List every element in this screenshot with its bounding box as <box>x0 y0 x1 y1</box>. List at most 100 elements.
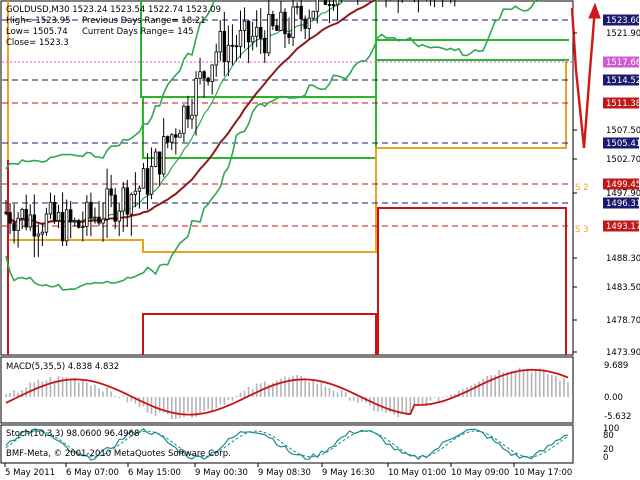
candle-body-41 <box>170 134 174 143</box>
candle-body-77 <box>315 0 320 12</box>
candle-body-81 <box>331 4 336 6</box>
candle-body-3 <box>16 217 20 232</box>
candle-body-20 <box>85 201 89 227</box>
candle-body-52 <box>214 51 218 66</box>
candle-body-23 <box>97 216 101 224</box>
candle-body-32 <box>133 190 138 195</box>
candle-body-37 <box>153 151 158 167</box>
candle-body-8 <box>36 233 41 237</box>
header-curr-range: Current Days Range= 145 <box>82 27 194 37</box>
candle-body-39 <box>161 136 166 175</box>
range-boxes <box>7 1 569 355</box>
range-box-3 <box>7 1 567 253</box>
price-tick-label-3: 1497.90 <box>606 189 640 199</box>
header-high: High= 1523.95 <box>6 16 71 26</box>
bollinger-lower <box>5 0 541 291</box>
candle-body-73 <box>299 5 303 20</box>
candle-body-79 <box>323 0 328 5</box>
macd-signal-line <box>5 368 569 416</box>
price-flag-bg-4 <box>603 137 639 149</box>
candle-body-64 <box>263 37 267 54</box>
candle-body-62 <box>254 26 259 37</box>
stochastic-panel <box>5 427 569 461</box>
candle-body-40 <box>166 136 170 143</box>
candle-body-61 <box>250 35 255 43</box>
candle-body-80 <box>327 4 332 6</box>
price-flag-bg-7 <box>603 220 639 232</box>
price-flag-label-4: 1505.41 <box>606 139 640 149</box>
price-flag-bg-6 <box>603 197 639 209</box>
candle-body-55 <box>226 44 231 62</box>
candle-body-18 <box>77 220 81 228</box>
candle-body-70 <box>287 33 291 38</box>
candle-body-60 <box>246 20 251 43</box>
candle-body-44 <box>182 105 186 134</box>
time-tick-label-1: 6 May 07:00 <box>66 468 119 478</box>
stoch-tick-100: 100 <box>603 424 619 434</box>
candle-body-11 <box>48 201 53 215</box>
copyright-text: BMF-Meta, © 2001-2010 MetaQuotes Softwar… <box>6 449 231 459</box>
candle-body-0 <box>4 211 8 214</box>
level-label-s3: S 3 <box>575 225 589 235</box>
price-flag-label-2: 1514.52 <box>606 76 640 86</box>
candle-body-1 <box>8 212 12 224</box>
header-low: Low= 1505.74 <box>6 27 68 37</box>
candle-body-27 <box>113 194 117 222</box>
candlesticks <box>4 0 456 258</box>
time-tick-label-6: 10 May 01:00 <box>388 468 446 478</box>
price-flag-bg-2 <box>603 74 639 86</box>
forecast-arrow <box>570 2 601 149</box>
price-flag-label-0: 1523.60 <box>606 16 640 26</box>
candle-body-2 <box>12 222 16 232</box>
stoch-tick-0: 0 <box>603 453 608 463</box>
stoch-tick-20: 20 <box>603 445 614 455</box>
level-label-s2: S 2 <box>575 183 589 193</box>
candle-body-7 <box>32 214 37 237</box>
bollinger-bands <box>5 0 541 291</box>
candle-body-6 <box>28 214 32 228</box>
header-line1: GOLDUSD,M30 1523.24 1523.54 1522.74 1523… <box>6 5 221 15</box>
candle-body-13 <box>56 212 61 221</box>
candle-body-36 <box>149 166 154 195</box>
time-tick-label-4: 9 May 08:30 <box>258 468 311 478</box>
candle-body-26 <box>109 188 113 196</box>
stoch-main-line <box>5 427 569 461</box>
candle-body-53 <box>218 31 222 53</box>
candle-body-76 <box>311 10 315 19</box>
candle-body-49 <box>202 71 206 79</box>
macd-panel <box>5 367 569 420</box>
macd-tick-top: 9.689 <box>604 361 628 371</box>
price-axis: 1521.90 1507.50 1502.70 1497.90 1488.30 1483.… <box>573 14 640 358</box>
time-axis: 5 May 2011 6 May 07:00 6 May 15:00 9 May 00… <box>4 463 572 478</box>
header-close: Close= 1523.3 <box>6 38 69 48</box>
candle-body-72 <box>295 5 299 8</box>
candle-body-29 <box>121 187 125 212</box>
header-prev-range: Previous Days Range= 18.21 <box>82 16 206 26</box>
candle-body-50 <box>206 77 210 82</box>
price-tick-label-2: 1502.70 <box>606 155 640 165</box>
candle-body-5 <box>24 208 28 228</box>
price-tick-label-4: 1488.30 <box>606 254 640 264</box>
time-tick-label-7: 10 May 09:00 <box>451 468 509 478</box>
candle-body-31 <box>129 193 134 215</box>
price-flag-label-5: 1499.45 <box>606 180 640 190</box>
candle-body-75 <box>307 17 311 29</box>
price-flag-label-7: 1493.17 <box>606 222 640 232</box>
candle-body-33 <box>137 187 142 192</box>
candle-body-63 <box>259 26 263 39</box>
range-box-0 <box>140 1 377 98</box>
stoch-tick-80: 80 <box>603 431 614 441</box>
candle-body-9 <box>40 231 45 235</box>
candle-body-28 <box>117 210 121 222</box>
time-tick-label-5: 9 May 16:30 <box>322 468 375 478</box>
time-tick-label-0: 5 May 2011 <box>5 468 55 478</box>
price-flag-bg-0 <box>603 14 639 26</box>
candle-body-47 <box>194 78 198 116</box>
candle-body-66 <box>271 13 275 27</box>
bollinger-upper <box>5 0 216 170</box>
candle-body-12 <box>52 201 57 221</box>
price-tick-label-1: 1507.50 <box>606 126 640 136</box>
candle-body-74 <box>303 18 307 29</box>
candle-body-57 <box>234 45 239 48</box>
price-tick-label-6: 1478.70 <box>606 316 640 326</box>
